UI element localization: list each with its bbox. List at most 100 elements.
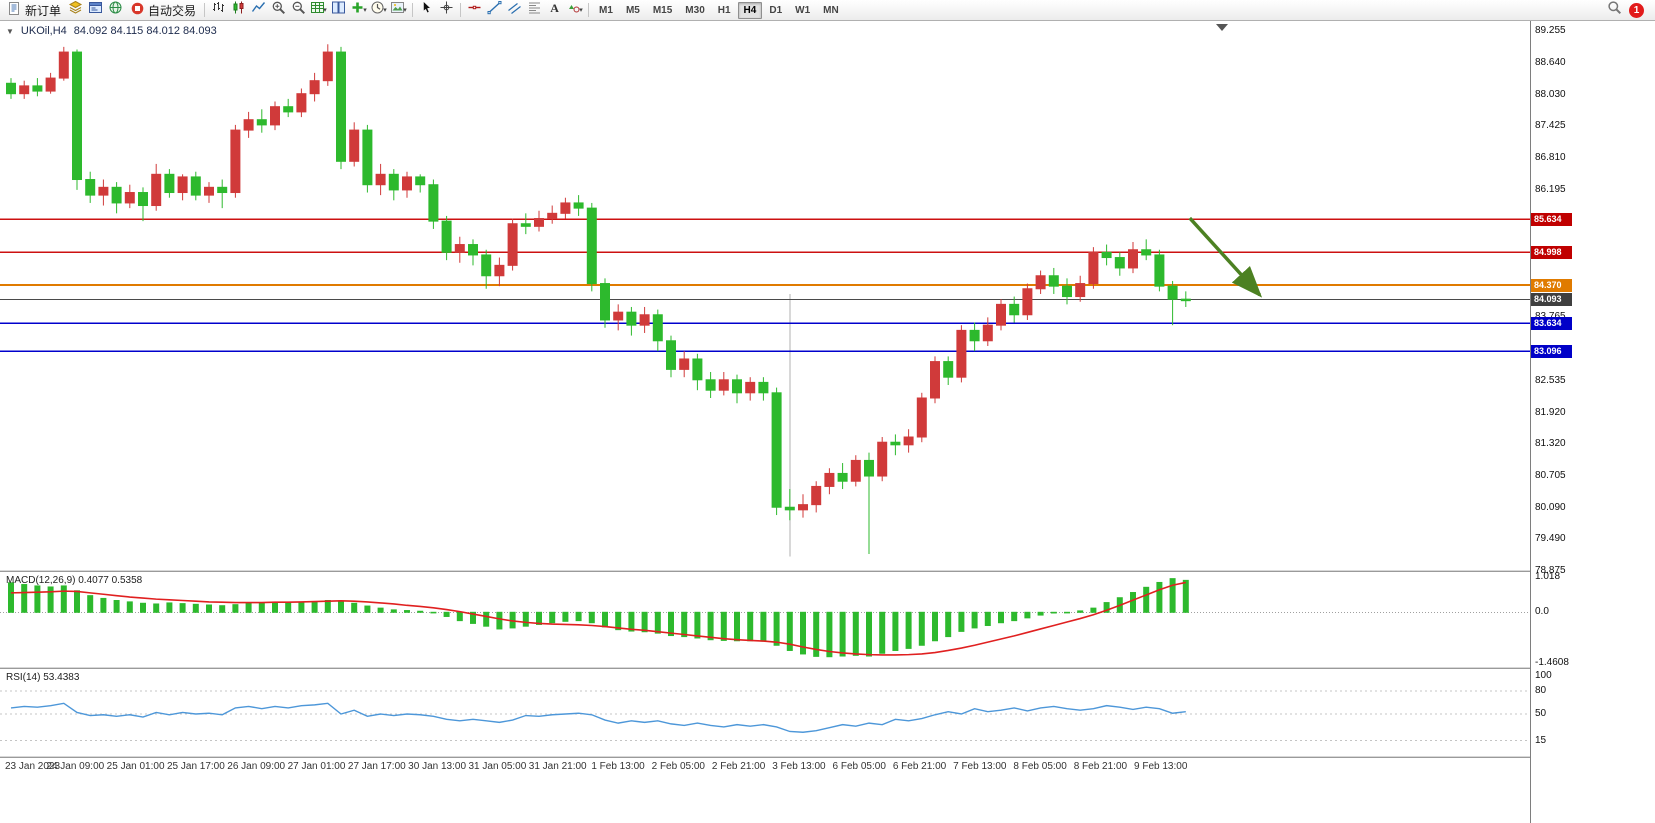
timeframe-h1[interactable]: H1	[717, 4, 731, 16]
line-chart-mode-button[interactable]	[249, 1, 268, 20]
candle	[375, 163, 386, 196]
search-button[interactable]	[1605, 1, 1624, 20]
chevron-down-icon[interactable]: ▾	[383, 7, 387, 14]
price-axis[interactable]: 89.255 88.640 88.030 87.425 86.810 86.195 83.7…	[1530, 21, 1655, 823]
time-axis-label: 25 Jan 01:00	[106, 761, 165, 772]
new-order-button[interactable]: 新订单	[3, 1, 65, 20]
arrange-windows-button[interactable]: ▾	[309, 1, 328, 20]
price-scale-label: 82.535	[1535, 374, 1566, 386]
cursor-button[interactable]	[417, 0, 436, 20]
candle	[903, 429, 914, 453]
timeframe-w1[interactable]: W1	[795, 4, 811, 16]
zoom-out-icon	[291, 0, 306, 20]
timeframe-m5[interactable]: M5	[625, 4, 640, 16]
candle	[217, 179, 228, 209]
tile-windows-button[interactable]	[329, 1, 348, 20]
candle	[322, 44, 333, 86]
crosshair-button[interactable]	[437, 1, 456, 20]
price-level-badge: 84.093	[1531, 293, 1572, 307]
chevron-down-icon[interactable]: ▾	[403, 7, 407, 14]
candle	[428, 179, 439, 229]
candle	[336, 46, 346, 170]
text-button[interactable]: A	[545, 1, 564, 20]
candle	[745, 377, 756, 401]
clock-icon	[370, 0, 385, 20]
candle	[890, 434, 901, 456]
price-scale-label: 89.255	[1535, 25, 1566, 36]
chevron-down-icon[interactable]: ▾	[323, 7, 327, 14]
candle	[626, 306, 637, 336]
chart-shift-marker[interactable]	[1216, 24, 1228, 31]
timeframe-m30[interactable]: M30	[685, 4, 705, 16]
candlestick-mode-button[interactable]	[229, 1, 248, 20]
zoom-in-button[interactable]	[269, 1, 288, 20]
macd-histogram	[8, 578, 1189, 658]
chart-symbol-period: UKOil,H4	[20, 25, 67, 37]
zoom-in-icon	[271, 0, 286, 20]
candle	[560, 197, 571, 219]
horizontal-line-button[interactable]	[465, 1, 484, 20]
text-icon: A	[547, 0, 562, 20]
candle	[1114, 252, 1125, 276]
time-axis-label: 7 Feb 13:00	[953, 761, 1007, 772]
macd-pane[interactable]	[0, 573, 1530, 667]
chevron-down-icon[interactable]: ▾	[579, 7, 583, 14]
candle	[850, 455, 861, 487]
bars-icon	[211, 0, 226, 20]
chevron-down-icon[interactable]: ▾	[363, 7, 367, 14]
candle	[177, 174, 188, 201]
time-axis-label: 6 Feb 21:00	[892, 761, 947, 772]
chart-menu-icon[interactable]: ▼	[6, 26, 14, 36]
notification-badge[interactable]: 1	[1629, 2, 1644, 18]
plus-icon	[350, 0, 365, 20]
separator-3	[460, 3, 462, 17]
terminal-button[interactable]	[86, 1, 105, 20]
price-scale-label: 88.030	[1535, 88, 1566, 100]
crosshair-icon	[439, 0, 454, 20]
templates-button[interactable]: ▾	[389, 1, 408, 20]
timeframe-mn[interactable]: MN	[823, 4, 839, 16]
pane-splitter-macd[interactable]	[0, 570, 1655, 572]
candle	[164, 169, 175, 198]
search-icon	[1607, 0, 1622, 20]
strategy-tester-button[interactable]	[106, 1, 125, 20]
candle	[111, 182, 122, 214]
pane-splitter-rsi[interactable]	[0, 667, 1655, 669]
timeframe-m1[interactable]: M1	[599, 4, 613, 16]
candle	[1167, 280, 1178, 326]
rsi-pane[interactable]	[0, 670, 1530, 756]
trend-arrow-annotation[interactable]	[1188, 216, 1263, 298]
image-icon	[390, 0, 405, 20]
trendline-button[interactable]	[485, 1, 504, 20]
separator-2	[412, 3, 414, 17]
zoom-out-button[interactable]	[289, 1, 308, 20]
candle	[1075, 275, 1086, 302]
time-axis-label: 27 Jan 01:00	[287, 761, 346, 772]
channel-icon	[507, 0, 522, 20]
candle	[19, 80, 30, 99]
candle	[283, 98, 294, 118]
time-axis-label: 31 Jan 21:00	[528, 761, 587, 772]
timeframe-h4[interactable]: H4	[737, 1, 763, 19]
fibonacci-button[interactable]	[525, 1, 544, 20]
price-level-badge: 84.370	[1531, 278, 1572, 292]
equidistant-channel-button[interactable]	[505, 1, 524, 20]
arrows-button[interactable]: ▾	[565, 1, 584, 20]
timeframe-d1[interactable]: D1	[769, 4, 783, 16]
candle	[6, 78, 16, 99]
candle	[969, 322, 980, 352]
bar-chart-mode-button[interactable]	[209, 1, 228, 20]
new-chart-button[interactable]: ▾	[349, 1, 368, 20]
time-axis-label: 9 Feb 13:00	[1134, 761, 1188, 772]
autotrading-button[interactable]: 自动交易	[126, 1, 200, 20]
main-chart-canvas[interactable]	[0, 21, 1530, 570]
candle	[758, 377, 769, 401]
periods-button[interactable]: ▾	[369, 1, 388, 20]
timeframe-m15[interactable]: M15	[652, 4, 673, 16]
market-watch-button[interactable]	[66, 0, 85, 20]
candle	[1101, 244, 1112, 266]
candle	[45, 72, 56, 94]
rsi-line	[10, 702, 1186, 733]
time-axis[interactable]: 23 Jan 2023 24 Jan 09:00 25 Jan 01:00 25 Ja…	[0, 758, 1530, 780]
candle	[204, 182, 214, 203]
